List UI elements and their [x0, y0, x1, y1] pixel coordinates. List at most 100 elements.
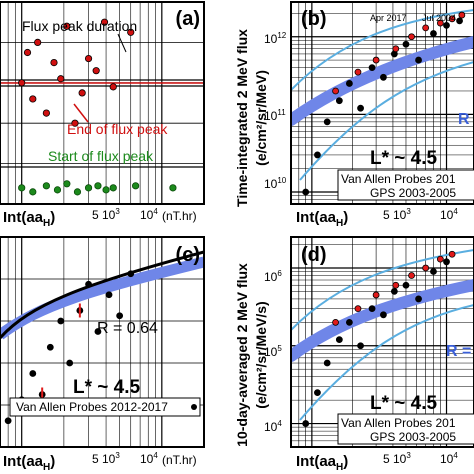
panel-b-vap-point [392, 45, 400, 53]
panel-c-point [66, 359, 74, 367]
panel-d-vap-point [408, 272, 415, 279]
panel-c-frame [0, 236, 205, 448]
panel-d-vap-point [332, 318, 339, 326]
panel-a-end-point [42, 109, 50, 117]
panel-b-legend-vap: Van Allen Probes 201 [341, 172, 456, 186]
panel-a-duration-arrow [117, 33, 127, 53]
panel-b-apr-label: Apr 2017 [370, 13, 407, 23]
panel-a-start-point [102, 186, 110, 194]
panel-a-end-point [50, 58, 58, 67]
panel-a-start-point [29, 188, 37, 196]
panel-b-gps-point [368, 64, 376, 72]
panel-a-end-point [57, 75, 65, 83]
panel-b-vap-point [422, 24, 430, 32]
panel-d-lstar: L* ~ 4.5 [370, 393, 437, 414]
panel-b-vap-point [448, 15, 456, 23]
panel-d-ytick-1e6: 106 [264, 269, 282, 284]
panel-b-vap-point [408, 33, 415, 41]
panel-c-legend: Van Allen Probes 2012-2017 [16, 400, 168, 414]
panel-a-end-point [78, 89, 86, 97]
panel-a: (a) Flux peak duration End of flux peak … [0, 1, 205, 229]
panel-c-xunit: (nT.hr) [162, 453, 197, 467]
panel-d-vap-point [422, 264, 430, 272]
panel-d-legend-gps: GPS 2003-2005 [370, 430, 456, 444]
panel-d-ylabel: 10-day-averaged 2 MeV flux [234, 263, 250, 447]
panel-d-points [302, 250, 456, 427]
panel-b-gps-point [415, 56, 422, 64]
panel-b-gps-point [456, 17, 463, 25]
panel-c-point [4, 417, 12, 425]
panel-d-gps-point [415, 295, 422, 303]
panel-b-gps-point [345, 80, 353, 87]
panel-a-start-point [132, 182, 140, 190]
panel-a-xtick-5e3: 5 103 [92, 207, 120, 222]
panel-b-legend-box [337, 169, 474, 201]
panel-b-points [302, 11, 466, 196]
panel-a-end-point [100, 18, 109, 26]
panel-b-vap-point [436, 19, 444, 27]
panel-c-lstar: L* ~ 4.5 [73, 377, 140, 398]
panel-d-xtick-5e3: 5 103 [383, 451, 411, 466]
panel-d-yunit: (e/cm²/sr/MeV/s) [253, 301, 269, 408]
panel-a-end-arrow [73, 103, 89, 123]
panel-c-point [94, 328, 102, 335]
panel-a-start-point [84, 184, 93, 192]
panel-d-gps-point [380, 311, 387, 319]
panel-c-r: R = 0.64 [97, 320, 158, 337]
panel-d-gps-point [443, 258, 450, 266]
panel-d-gps-point [357, 342, 364, 350]
panel-b-vap-point [332, 87, 339, 95]
panel-b-gps-point [357, 104, 364, 112]
panel-d-gps-point [345, 318, 353, 326]
panel-d-vap-point [354, 305, 362, 313]
panel-d-gps-point [335, 336, 343, 344]
panel-b-jul-label: Jul 2004 [422, 13, 456, 23]
panel-b-vap-point [458, 11, 466, 19]
panel-d-envelope-lower [299, 304, 474, 421]
panel-a-xunit: (nT.hr) [162, 209, 197, 223]
panel-b-yunit: (e/cm²/sr/MeV) [253, 70, 269, 166]
panel-a-start-point [94, 182, 102, 190]
panel-d-r: R = [446, 343, 471, 360]
panel-b-fit-band [291, 36, 474, 126]
panel-b-gps-point [302, 188, 310, 196]
panel-a-label: (a) [176, 8, 200, 30]
panel-a-xlabel: Int(aaH) [3, 209, 55, 229]
panel-b-gps-point [335, 97, 343, 105]
panel-d-legend-vap: Van Allen Probes 201 [341, 416, 456, 430]
panel-b-lstar: L* ~ 4.5 [370, 148, 437, 169]
panel-b-envelope-lower [299, 61, 474, 181]
panel-c-legend-marker [191, 404, 197, 410]
panel-b-gps-point [402, 40, 410, 48]
panel-a-points [18, 18, 177, 196]
panel-d-gps-point [402, 281, 410, 289]
panel-d-gps-point [314, 389, 321, 397]
panel-a-end-point [23, 48, 32, 57]
panel-a-end-point [18, 79, 26, 87]
panel-c-xlabel: Int(aaH) [3, 453, 55, 473]
panel-a-start-point [18, 184, 26, 192]
panel-d-label: (d) [301, 244, 327, 266]
panel-d-gps-point [390, 287, 398, 295]
panel-a-end-point [71, 119, 79, 127]
panel-d-gps-point [430, 268, 437, 275]
panel-a-xtick-1e4: 104 [140, 207, 158, 222]
panel-a-start-point [169, 184, 177, 192]
panel-c-point [116, 312, 124, 320]
panel-d-vap-point [436, 255, 444, 263]
panel-b-vap-point [354, 68, 362, 76]
panel-d-gps-point [323, 359, 331, 367]
panel-d-legend-box [337, 413, 474, 445]
panel-d-ytick-1e5: 105 [264, 344, 282, 359]
panel-b-r: R [458, 111, 470, 128]
panel-d-fit-band [291, 279, 474, 362]
panel-b-ylabel: Time-integrated 2 MeV flux [234, 29, 250, 207]
panel-b-xtick-5e3: 5 103 [383, 207, 411, 222]
panel-c-point [29, 370, 37, 377]
panel-c-legend-box [9, 397, 201, 417]
panel-a-start-point [53, 186, 62, 194]
panel-b-xtick-1e4: 104 [440, 207, 458, 222]
panel-c: (c) R = 0.64 L* ~ 4.5 Van Allen Probes 2… [0, 236, 205, 473]
panel-a-end-label: End of flux peak [67, 121, 168, 137]
panel-b-gps-point [380, 73, 387, 81]
